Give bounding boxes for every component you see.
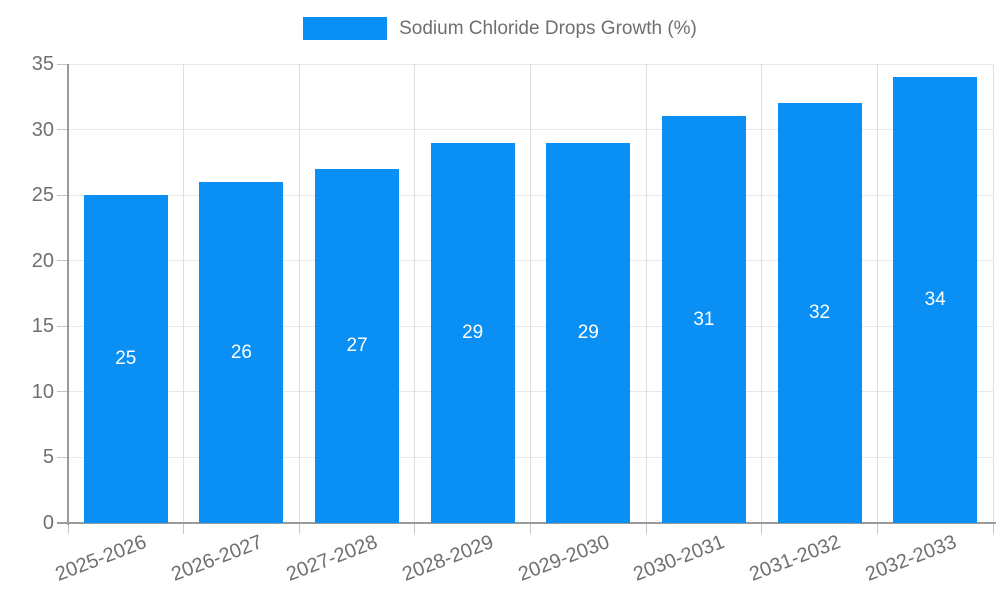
bar-value-label: 25 <box>115 348 137 370</box>
y-axis-tick <box>57 129 68 131</box>
x-tick-label: 2028-2029 <box>399 531 497 586</box>
gridline-vertical <box>530 64 531 523</box>
x-tick-label: 2032-2033 <box>861 531 960 586</box>
x-tick-label: 2029-2030 <box>515 531 613 586</box>
y-tick-label: 25 <box>31 184 54 207</box>
y-axis-line <box>67 64 69 525</box>
x-axis-tick <box>876 523 878 534</box>
x-tick-label: 2025-2026 <box>52 531 150 586</box>
y-axis-tick <box>57 260 68 262</box>
y-axis-tick <box>57 456 68 458</box>
bar-value-label: 32 <box>808 302 831 324</box>
x-axis-tick <box>645 523 647 534</box>
x-axis-tick <box>67 523 69 534</box>
legend-label: Sodium Chloride Drops Growth (%) <box>399 17 697 39</box>
bar-2027-2028[interactable]: 27 <box>315 168 400 523</box>
y-axis-tick <box>57 194 68 196</box>
y-tick-label: 5 <box>42 446 54 469</box>
x-axis-tick <box>414 523 416 534</box>
bar-value-label: 26 <box>230 341 252 363</box>
gridline-vertical <box>414 64 416 523</box>
x-axis-tick <box>761 523 763 534</box>
bar-value-label: 29 <box>462 321 484 343</box>
bar-value-label: 27 <box>346 334 368 356</box>
y-tick-label: 15 <box>31 315 54 338</box>
bar-2031-2032[interactable]: 32 <box>777 103 862 523</box>
gridline-vertical <box>992 64 994 523</box>
y-tick-label: 30 <box>31 118 54 141</box>
y-tick-label: 0 <box>42 512 54 534</box>
x-axis-tick <box>183 523 185 534</box>
x-tick-label: 2031-2032 <box>746 531 844 586</box>
x-axis-tick <box>530 523 531 534</box>
y-tick-label: 10 <box>31 380 54 403</box>
gridline-vertical <box>645 64 647 523</box>
bar-2028-2029[interactable]: 29 <box>430 142 515 523</box>
x-tick-label: 2030-2031 <box>630 531 728 586</box>
bar-2026-2027[interactable]: 26 <box>199 182 284 523</box>
gridline-vertical <box>298 64 300 523</box>
bar-value-label: 29 <box>577 321 599 343</box>
bar-2029-2030[interactable]: 29 <box>546 142 631 523</box>
gridline-vertical <box>761 64 763 523</box>
bar-2030-2031[interactable]: 31 <box>661 116 746 523</box>
bar-value-label: 34 <box>924 289 946 311</box>
gridline-vertical <box>876 64 878 523</box>
bar-value-label: 31 <box>693 308 715 330</box>
legend-swatch <box>303 17 388 40</box>
x-axis-tick <box>992 523 994 534</box>
x-tick-label: 2026-2027 <box>168 531 266 586</box>
y-tick-label: 35 <box>31 53 54 75</box>
bar-2032-2033[interactable]: 34 <box>893 77 978 523</box>
x-axis-tick <box>298 523 300 534</box>
gridline-vertical <box>183 64 185 523</box>
x-tick-label: 2027-2028 <box>283 531 381 586</box>
y-axis-tick <box>57 325 68 327</box>
y-axis-tick <box>57 391 68 393</box>
chart-legend[interactable]: Sodium Chloride Drops Growth (%) <box>0 17 1000 40</box>
bar-2025-2026[interactable]: 25 <box>83 195 168 523</box>
y-tick-label: 20 <box>31 249 54 272</box>
x-axis-line <box>57 522 996 524</box>
y-axis-tick <box>57 63 68 65</box>
